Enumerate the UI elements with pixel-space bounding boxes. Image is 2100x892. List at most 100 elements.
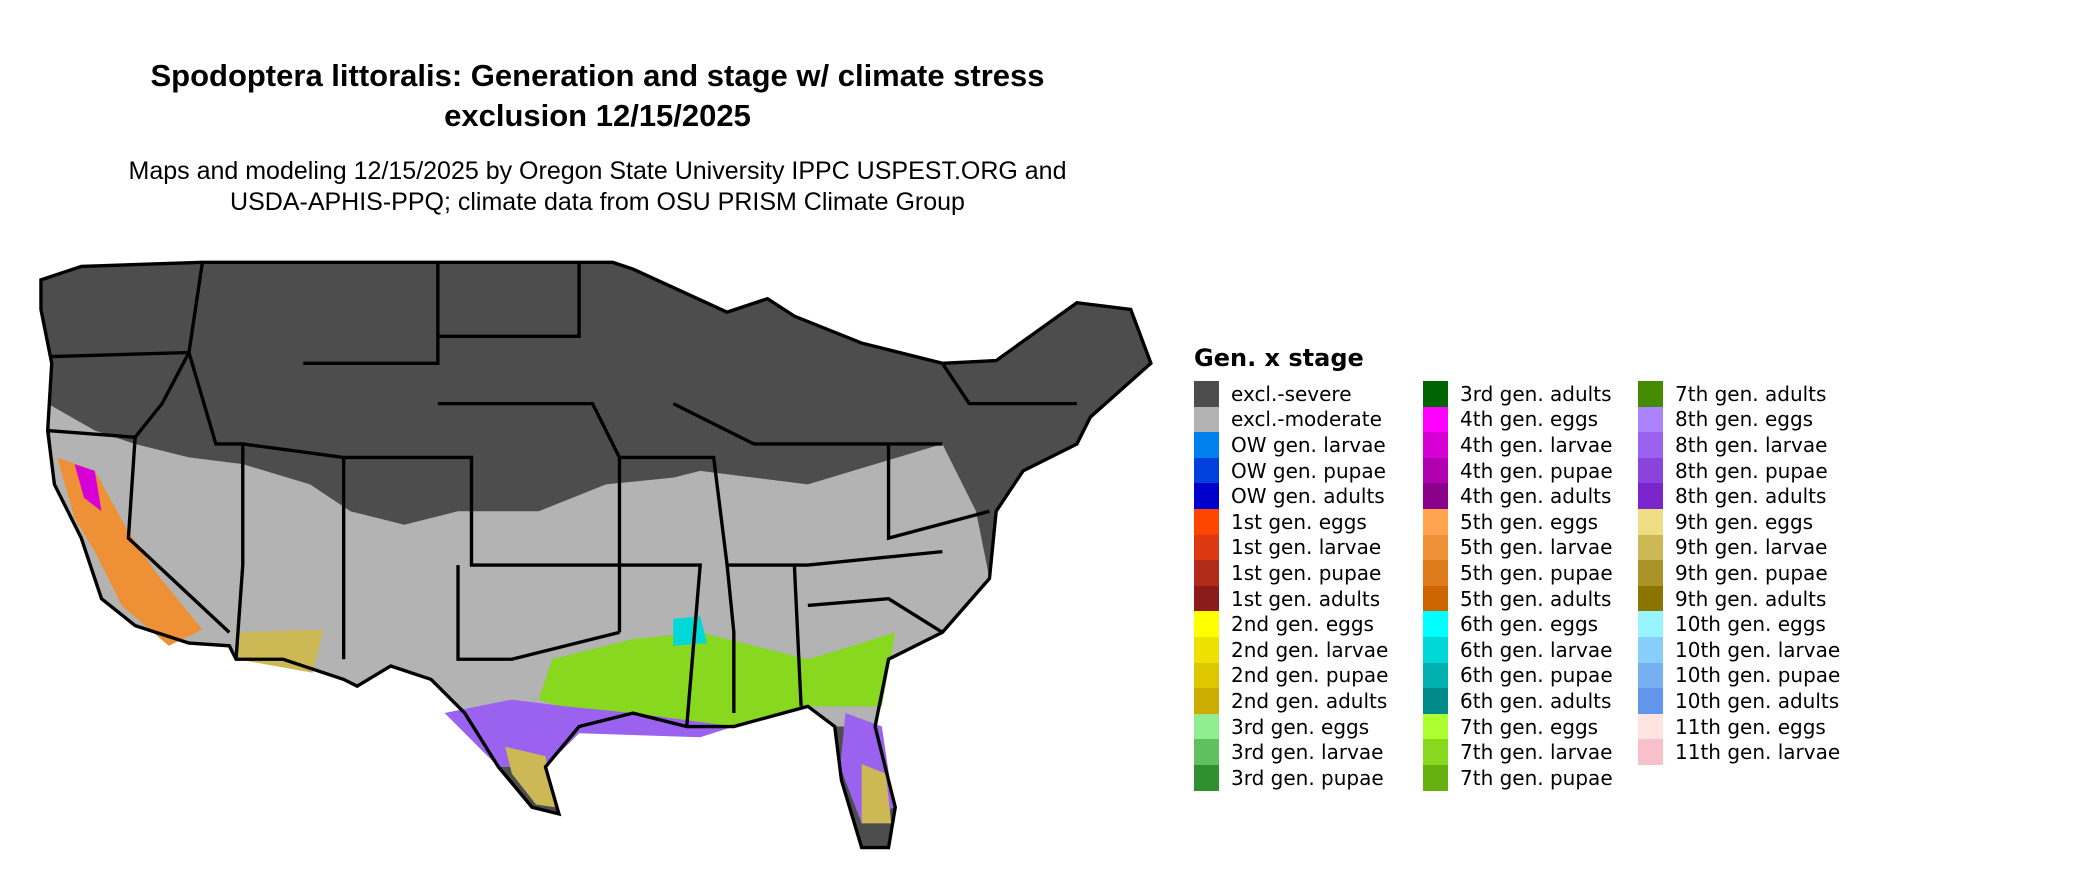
- legend-item: 10th gen. pupae: [1638, 662, 1841, 689]
- map-region-cyan: [673, 616, 707, 646]
- legend-label: 8th gen. eggs: [1675, 407, 1814, 432]
- legend-title: Gen. x stage: [1194, 344, 1364, 372]
- legend-swatch: [1194, 560, 1219, 586]
- legend-label: 8th gen. adults: [1675, 484, 1827, 509]
- legend-label: 10th gen. adults: [1675, 688, 1840, 713]
- legend-item: 2nd gen. eggs: [1194, 611, 1374, 637]
- legend-swatch: [1194, 637, 1219, 663]
- legend-item: excl.-severe: [1194, 381, 1352, 407]
- legend-item: 5th gen. eggs: [1423, 509, 1598, 535]
- legend-label: 8th gen. pupae: [1675, 458, 1828, 483]
- legend-item: 3rd gen. pupae: [1194, 765, 1384, 791]
- legend-item: 2nd gen. adults: [1194, 688, 1387, 714]
- legend-item: 1st gen. larvae: [1194, 534, 1382, 561]
- legend-item: 5th gen. adults: [1423, 585, 1612, 612]
- chart-title-line2: exclusion 12/15/2025: [444, 98, 751, 133]
- legend-label: 7th gen. larvae: [1460, 740, 1613, 765]
- legend-item: 6th gen. pupae: [1423, 662, 1613, 689]
- legend-label: 3rd gen. pupae: [1231, 765, 1384, 790]
- legend-item: 6th gen. adults: [1423, 688, 1611, 714]
- legend-item: 7th gen. adults: [1638, 381, 1826, 407]
- legend-swatch: [1194, 509, 1219, 535]
- legend-label: 9th gen. larvae: [1675, 535, 1828, 560]
- map-region-tan-texas: [505, 746, 555, 808]
- legend-swatch: [1638, 432, 1663, 458]
- legend-item: 4th gen. larvae: [1423, 432, 1612, 458]
- legend-label: 11th gen. eggs: [1675, 714, 1826, 739]
- legend-label: 2nd gen. larvae: [1231, 637, 1389, 662]
- legend-label: 2nd gen. eggs: [1231, 612, 1374, 637]
- legend-item: 11th gen. eggs: [1638, 713, 1826, 740]
- legend-label: 2nd gen. adults: [1231, 688, 1388, 713]
- legend-swatch: [1194, 611, 1219, 637]
- legend-swatch: [1638, 739, 1663, 765]
- legend-item: 4th gen. adults: [1423, 483, 1611, 509]
- legend-swatch: [1194, 585, 1219, 612]
- legend-swatch: [1638, 560, 1663, 586]
- legend-swatch: [1194, 662, 1219, 689]
- legend-swatch: [1194, 381, 1219, 407]
- legend-label: OW gen. adults: [1231, 484, 1385, 509]
- legend-item: OW gen. larvae: [1194, 432, 1386, 458]
- legend-swatch: [1638, 406, 1663, 433]
- legend-label: 6th gen. eggs: [1460, 612, 1599, 637]
- legend-label: 4th gen. pupae: [1460, 458, 1613, 483]
- legend-item: 4th gen. eggs: [1423, 406, 1599, 433]
- legend-item: OW gen. adults: [1194, 483, 1385, 509]
- legend-swatch: [1638, 637, 1663, 663]
- legend-item: 9th gen. adults: [1638, 585, 1826, 612]
- map-region-arizona: [236, 629, 324, 673]
- legend-item: 10th gen. eggs: [1638, 611, 1826, 637]
- chart-title-line1: Spodoptera littoralis: Generation and st…: [150, 58, 1045, 93]
- chart-subtitle-line1: Maps and modeling 12/15/2025 by Oregon S…: [128, 157, 1067, 185]
- legend-swatch: [1423, 713, 1448, 740]
- legend-label: 1st gen. larvae: [1231, 535, 1382, 560]
- legend-swatch: [1194, 432, 1219, 458]
- legend-item: 9th gen. pupae: [1638, 560, 1828, 586]
- map-region-tan-florida: [861, 764, 892, 824]
- legend-item: OW gen. pupae: [1194, 457, 1386, 484]
- chart-subtitle-line2: USDA-APHIS-PPQ; climate data from OSU PR…: [230, 188, 965, 216]
- legend-swatch: [1638, 688, 1663, 714]
- legend-item: 9th gen. larvae: [1638, 534, 1828, 561]
- legend-label: 1st gen. eggs: [1231, 509, 1367, 534]
- legend-label: 3rd gen. adults: [1460, 381, 1612, 406]
- legend-label: excl.-severe: [1231, 381, 1352, 406]
- legend-label: 9th gen. eggs: [1675, 509, 1814, 534]
- legend-item: 8th gen. eggs: [1638, 406, 1814, 433]
- legend-item: 10th gen. adults: [1638, 688, 1839, 714]
- legend-swatch: [1423, 509, 1448, 535]
- legend-item: 6th gen. larvae: [1423, 637, 1612, 663]
- legend-swatch: [1423, 560, 1448, 586]
- legend-label: 6th gen. pupae: [1460, 663, 1613, 688]
- legend-swatch: [1423, 739, 1448, 765]
- legend-swatch: [1638, 509, 1663, 535]
- legend-label: 8th gen. larvae: [1675, 432, 1828, 457]
- legend-item: 8th gen. larvae: [1638, 432, 1827, 458]
- legend-label: 10th gen. pupae: [1675, 663, 1841, 688]
- legend-swatch: [1638, 611, 1663, 637]
- legend-swatch: [1423, 432, 1448, 458]
- map-region-california-magenta: [74, 464, 102, 512]
- legend-label: 4th gen. eggs: [1460, 407, 1599, 432]
- legend-swatch: [1638, 534, 1663, 561]
- legend-swatch: [1638, 585, 1663, 612]
- legend-label: 5th gen. pupae: [1460, 560, 1613, 585]
- legend-label: OW gen. larvae: [1231, 432, 1386, 457]
- legend-item: 7th gen. larvae: [1423, 739, 1612, 765]
- legend-label: 5th gen. eggs: [1460, 509, 1599, 534]
- legend-label: 2nd gen. pupae: [1231, 663, 1389, 688]
- legend-label: 6th gen. larvae: [1460, 637, 1613, 662]
- legend-swatch: [1194, 457, 1219, 484]
- legend-swatch: [1194, 713, 1219, 740]
- legend-swatch: [1423, 483, 1448, 509]
- legend-swatch: [1194, 739, 1219, 765]
- legend-label: 5th gen. adults: [1460, 586, 1612, 611]
- legend-swatch: [1423, 381, 1448, 407]
- legend-swatch: [1638, 457, 1663, 484]
- legend-swatch: [1194, 406, 1219, 433]
- legend-swatch: [1423, 534, 1448, 561]
- legend-swatch: [1638, 381, 1663, 407]
- legend-swatch: [1638, 662, 1663, 689]
